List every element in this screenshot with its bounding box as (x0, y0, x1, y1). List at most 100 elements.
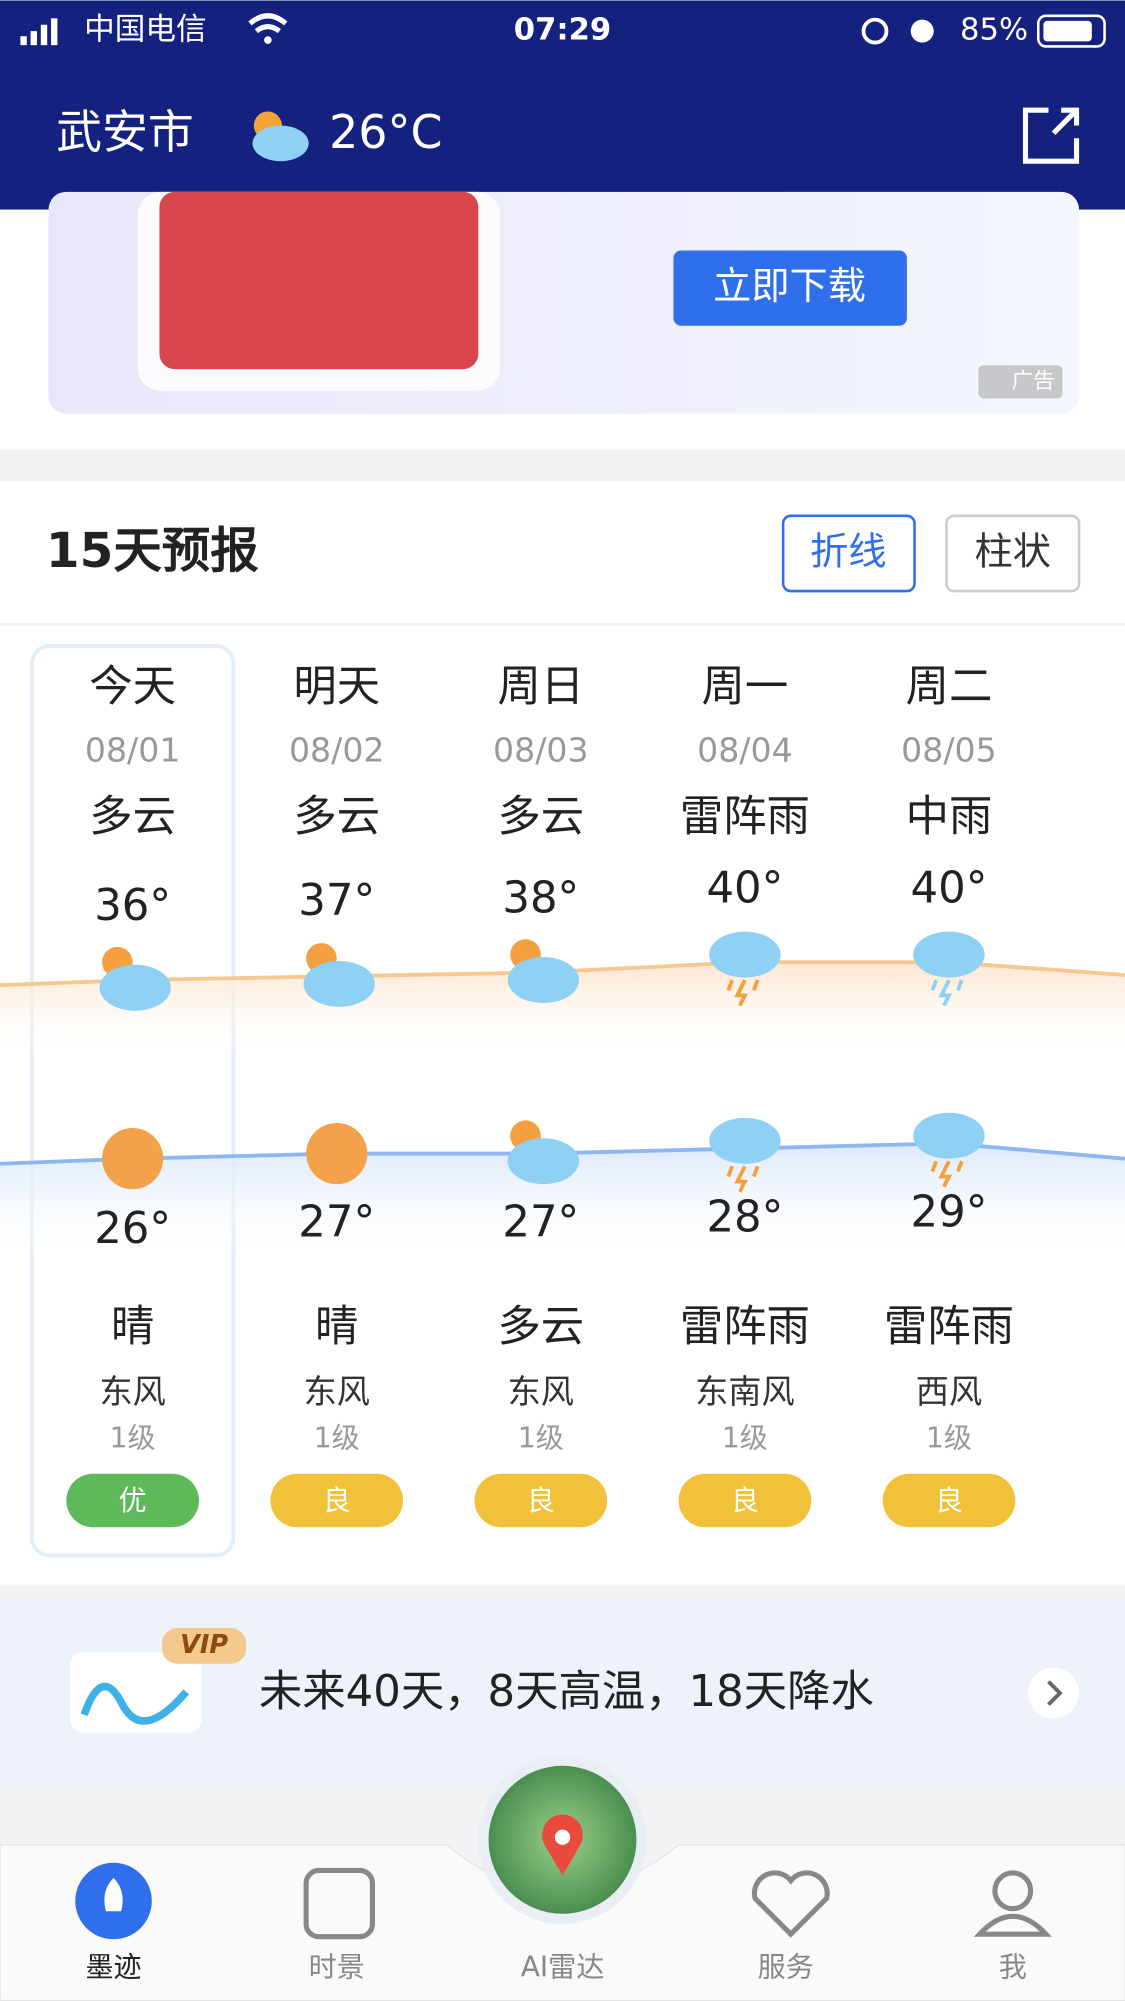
day-name: 周日 (497, 662, 584, 712)
day-weather: 雷阵雨 (680, 792, 810, 842)
high-temp: 40° (706, 863, 783, 913)
clock: 07:29 (514, 13, 611, 48)
vip-badge: VIP (180, 1630, 228, 1660)
high-temp: 40° (911, 863, 988, 913)
toggle-bar[interactable] (945, 514, 1081, 593)
aqi-badge (66, 1473, 199, 1528)
cloud (913, 931, 985, 978)
vip-curve (80, 1682, 190, 1725)
moon (102, 1128, 164, 1190)
rain (930, 1160, 964, 1188)
wind: 东风 (99, 1372, 165, 1411)
wind: 东风 (304, 1372, 370, 1411)
cloud (709, 1117, 781, 1164)
battery (1036, 14, 1106, 48)
rain (930, 979, 964, 1007)
day-weather: 多云 (89, 792, 176, 842)
city: 武安市 (56, 105, 194, 159)
cloud (709, 931, 781, 978)
day-weather: 多云 (293, 792, 380, 842)
tab-icon-me[interactable] (992, 1870, 1034, 1912)
ad-tag: 广告 (1011, 369, 1054, 394)
night-weather: 雷阵雨 (884, 1302, 1014, 1352)
wind-level: 1级 (518, 1421, 564, 1454)
day-name: 今天 (89, 662, 176, 712)
high-temp: 38° (502, 874, 579, 924)
rain (726, 1165, 760, 1193)
radar-pin (542, 1814, 583, 1876)
night-weather: 晴 (111, 1302, 154, 1352)
day-date: 08/02 (289, 730, 385, 769)
day-weather: 中雨 (906, 792, 993, 842)
ad-tag-bg (978, 365, 1063, 399)
high-temp: 36° (94, 881, 171, 931)
vip-arrow-bg[interactable] (1028, 1667, 1080, 1719)
high-temp: 37° (298, 876, 375, 926)
day-date: 08/04 (697, 730, 793, 769)
aqi-badge (270, 1473, 404, 1528)
signal (20, 18, 58, 46)
cloud (913, 1112, 985, 1159)
aqi-label: 良 (323, 1484, 351, 1517)
ad-image (159, 191, 479, 370)
share-button[interactable] (1022, 107, 1080, 164)
wind: 西风 (916, 1372, 982, 1411)
radar-pin-dot (554, 1829, 571, 1845)
day-name: 周一 (702, 662, 789, 712)
day-name: 周二 (906, 662, 993, 712)
ad-button-label: 立即下载 (713, 264, 866, 309)
low-temp: 26° (94, 1204, 171, 1254)
tab-label[interactable]: 服务 (758, 1951, 814, 1984)
wind-level: 1级 (722, 1421, 768, 1454)
tab-label[interactable]: 我 (999, 1951, 1027, 1984)
wind-level: 1级 (314, 1421, 360, 1454)
day-date: 08/05 (901, 730, 997, 769)
lock-icon (861, 17, 889, 45)
moon (306, 1122, 368, 1185)
tab-label[interactable]: AI雷达 (521, 1951, 605, 1984)
forecast-title: 15天预报 (46, 523, 259, 579)
high-area (0, 962, 1125, 1060)
vip-text: 未来40天，8天高温，18天降水 (259, 1667, 874, 1717)
day-date: 08/01 (85, 730, 181, 769)
aqi-label: 良 (731, 1484, 759, 1517)
low-temp: 27° (502, 1197, 579, 1247)
wifi (248, 13, 288, 34)
tab-icon-me-body (973, 1913, 1052, 1937)
night-weather: 晴 (315, 1302, 358, 1352)
day-name: 明天 (293, 662, 380, 712)
wind: 东南风 (695, 1372, 794, 1411)
tab-icon-scene[interactable] (303, 1867, 375, 1940)
tab-label[interactable]: 墨迹 (85, 1951, 141, 1984)
toggle-line[interactable] (781, 514, 916, 593)
carrier: 中国电信 (84, 13, 206, 48)
aqi-label: 良 (935, 1484, 963, 1517)
wind-level: 1级 (926, 1421, 972, 1454)
wind: 东风 (508, 1372, 574, 1411)
battery-level (1043, 20, 1092, 42)
today-highlight (29, 643, 236, 1558)
wifi-dot (264, 36, 272, 44)
rocket (104, 1878, 123, 1912)
vip-arrow (1047, 1680, 1063, 1706)
tab-label[interactable]: 时景 (309, 1951, 365, 1984)
wind-level: 1级 (110, 1421, 156, 1454)
night-weather: 雷阵雨 (680, 1302, 810, 1352)
ad-button[interactable] (673, 250, 907, 326)
vip-badge-bg (161, 1628, 247, 1664)
rain (726, 979, 760, 1007)
low-temp: 27° (298, 1197, 375, 1247)
low-temp: 28° (706, 1192, 783, 1242)
aqi-badge (474, 1473, 608, 1528)
aqi-badge (882, 1473, 1016, 1528)
cloud (99, 964, 171, 1011)
tab-icon-service[interactable] (751, 1870, 830, 1938)
battery-text: 85% (960, 13, 1028, 48)
low-temp: 29° (911, 1187, 988, 1237)
toggle-line-label: 折线 (810, 530, 887, 575)
top-bar (0, 0, 1125, 210)
cloud (252, 125, 309, 162)
aqi-badge (678, 1473, 812, 1528)
